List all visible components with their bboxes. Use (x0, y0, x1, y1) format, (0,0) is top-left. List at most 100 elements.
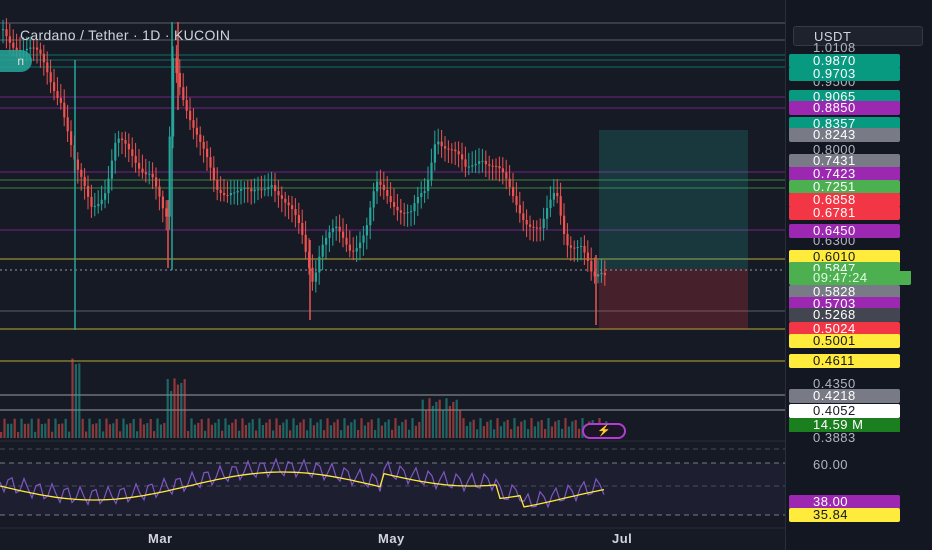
candle-body (185, 100, 188, 111)
volume-bar (227, 424, 230, 438)
candle-body (189, 110, 192, 121)
candle-body (495, 165, 498, 167)
volume-bar (370, 419, 373, 438)
price-tag: 0.8850 (789, 101, 900, 115)
candle-body (518, 205, 521, 214)
price-tag: 0.7423 (789, 167, 900, 181)
volume-bar (421, 399, 424, 438)
volume-bar (513, 418, 516, 438)
volume-bar (44, 423, 47, 438)
volume-bar (61, 423, 64, 438)
volume-bar (197, 422, 200, 438)
volume-bar (272, 430, 275, 438)
candle-body (474, 163, 477, 166)
chart-area[interactable]: n Cardano / Tether · 1D · KUCOIN ⚡ Mar M… (0, 0, 785, 550)
volume-bar (71, 358, 74, 438)
candle-body (406, 212, 409, 214)
symbol-title[interactable]: Cardano / Tether · 1D · KUCOIN (20, 27, 231, 43)
candle-body (365, 225, 368, 236)
volume-bar (163, 423, 166, 438)
candle-body (342, 231, 345, 238)
candle-body (110, 160, 113, 179)
price-tag: 0.7251 (789, 180, 900, 194)
candle-body (158, 186, 161, 197)
candle-body (484, 160, 487, 165)
candle-body (321, 244, 324, 257)
candle-body (440, 141, 443, 147)
candle-body (236, 190, 239, 193)
candle-body (42, 53, 45, 63)
price-chart[interactable] (0, 0, 785, 550)
long-position-loss-zone (599, 269, 748, 329)
volume-bar (377, 418, 380, 438)
candle-body (141, 168, 144, 173)
volume-bar (275, 418, 278, 438)
volume-bar (459, 409, 462, 438)
volume-bar (285, 419, 288, 438)
volume-bar (323, 430, 326, 438)
volume-bar (557, 419, 560, 438)
candle-body (542, 218, 545, 229)
candle-body (12, 42, 15, 48)
candle-body (284, 198, 287, 203)
candle-body (223, 193, 226, 196)
price-tag: 0.5828 (789, 285, 900, 299)
volume-bar (428, 398, 431, 438)
candle-body (376, 181, 379, 192)
volume-bar (183, 379, 186, 438)
candle-body (8, 36, 11, 43)
volume-bar (282, 422, 285, 438)
volume-bar (74, 364, 77, 438)
volume-bar (391, 429, 394, 438)
volume-bar (520, 421, 523, 438)
volume-bar (489, 419, 492, 438)
price-tag: 0.4218 (789, 389, 900, 403)
lightning-alert-icon[interactable]: ⚡ (582, 423, 626, 439)
price-tag: 0.6450 (789, 224, 900, 238)
candle-body (311, 267, 314, 282)
candle-body (83, 176, 86, 187)
candle-body (87, 186, 90, 197)
volume-badge: 14.59 M (789, 418, 900, 432)
volume-bar (401, 422, 404, 438)
candle-body (583, 246, 586, 253)
candle-body (304, 234, 307, 252)
volume-bar (306, 430, 309, 438)
candle-body (501, 168, 504, 173)
volume-bar (465, 426, 468, 438)
price-scale[interactable]: USDT 1.0108 0.9500 0.8000 0.6300 0.4350 0.388… (785, 0, 932, 550)
price-tag: 0.5001 (789, 334, 900, 348)
currency-selector[interactable]: USDT (793, 26, 923, 46)
volume-bar (81, 418, 84, 438)
candle-body (539, 227, 542, 229)
candle-body (287, 202, 290, 206)
price-tag: 0.4611 (789, 354, 900, 368)
volume-bar (455, 399, 458, 438)
candle-body (243, 187, 246, 189)
volume-bar (224, 418, 227, 438)
candle-body (270, 185, 273, 188)
candle-body (461, 154, 464, 160)
volume-bar (435, 401, 438, 438)
volume-bar (47, 418, 50, 438)
candle-body (447, 148, 450, 150)
volume-bar (57, 424, 60, 438)
volume-bar (37, 418, 40, 438)
candle-body (229, 193, 232, 196)
candle-body (423, 191, 426, 194)
candle-body (403, 212, 406, 214)
volume-bar (10, 423, 13, 438)
volume-bar (13, 418, 16, 438)
volume-bar (115, 418, 118, 438)
volume-bar (221, 430, 224, 438)
price-tag: 0.6010 (789, 250, 900, 264)
candle-body (396, 206, 399, 211)
alert-flag[interactable]: n (0, 50, 32, 72)
bar-countdown: 09:47:24 (789, 271, 911, 285)
volume-bar (132, 418, 135, 438)
candle-body (138, 162, 141, 169)
rsi-ma-line (0, 471, 605, 508)
candle-body (107, 178, 110, 194)
volume-bar (425, 409, 428, 438)
candle-body (15, 47, 18, 51)
